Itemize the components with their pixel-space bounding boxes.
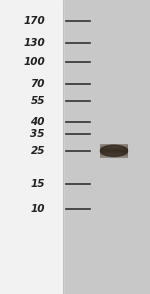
Bar [100, 157, 128, 158]
Bar [100, 149, 128, 150]
Bar [100, 154, 128, 155]
Bar [100, 145, 128, 146]
Bar [100, 155, 128, 156]
Bar [100, 150, 128, 151]
Text: 170: 170 [23, 16, 45, 26]
Text: 70: 70 [30, 79, 45, 89]
Bar [100, 144, 128, 145]
Bar [100, 156, 128, 157]
Bar [0, 0, 63, 294]
Bar [100, 152, 128, 153]
Text: 55: 55 [30, 96, 45, 106]
Text: 130: 130 [23, 38, 45, 48]
Text: 100: 100 [23, 57, 45, 67]
Bar [100, 153, 128, 154]
Ellipse shape [100, 145, 127, 156]
Text: 25: 25 [30, 146, 45, 156]
Text: 35: 35 [30, 129, 45, 139]
Bar [100, 147, 128, 148]
Text: 10: 10 [30, 204, 45, 214]
Text: 15: 15 [30, 179, 45, 189]
Bar [100, 148, 128, 149]
Text: 40: 40 [30, 117, 45, 127]
Bar [100, 151, 128, 152]
Bar [100, 146, 128, 147]
